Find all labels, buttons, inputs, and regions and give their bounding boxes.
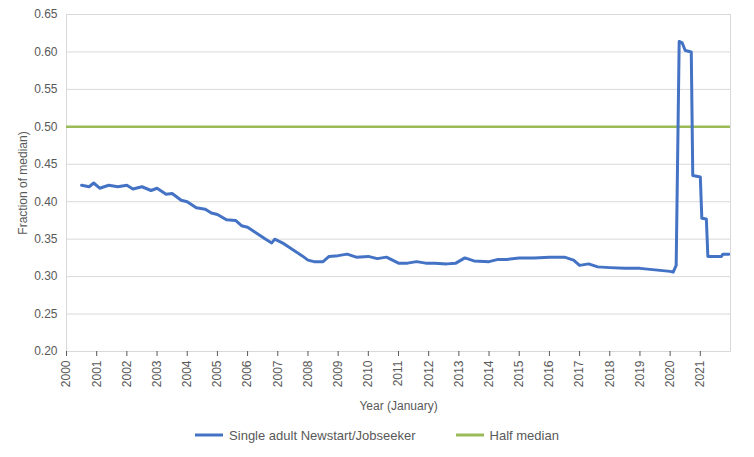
svg-text:2017: 2017: [572, 360, 586, 387]
svg-text:0.55: 0.55: [34, 82, 58, 96]
svg-text:2000: 2000: [59, 360, 73, 387]
svg-text:2005: 2005: [210, 360, 224, 387]
svg-text:0.50: 0.50: [34, 120, 58, 134]
svg-text:2013: 2013: [452, 360, 466, 387]
svg-text:2020: 2020: [663, 360, 677, 387]
svg-text:2004: 2004: [180, 360, 194, 387]
svg-text:2003: 2003: [150, 360, 164, 387]
svg-text:2001: 2001: [90, 360, 104, 387]
svg-text:2009: 2009: [331, 360, 345, 387]
svg-text:2016: 2016: [542, 360, 556, 387]
svg-text:2021: 2021: [693, 360, 707, 387]
svg-text:2019: 2019: [633, 360, 647, 387]
svg-text:2015: 2015: [512, 360, 526, 387]
svg-text:2012: 2012: [422, 360, 436, 387]
svg-text:2008: 2008: [301, 360, 315, 387]
svg-text:2018: 2018: [603, 360, 617, 387]
svg-text:2011: 2011: [391, 360, 405, 386]
svg-text:0.30: 0.30: [34, 269, 58, 283]
html-text:Half median: Half median: [489, 427, 559, 443]
html-text:Single adult Newstart/Jobseeke: Single adult Newstart/Jobseeker: [229, 427, 416, 443]
svg-text:2002: 2002: [120, 360, 134, 387]
svg-text:0.45: 0.45: [34, 157, 58, 171]
svg-text:2010: 2010: [361, 360, 375, 387]
svg-text:0.65: 0.65: [34, 7, 58, 21]
svg-text:0.40: 0.40: [34, 195, 58, 209]
svg-text:2007: 2007: [271, 360, 285, 387]
svg-text:2006: 2006: [240, 360, 254, 387]
svg-text:Fraction of median): Fraction of median): [16, 131, 30, 234]
svg-text:0.35: 0.35: [34, 232, 58, 246]
svg-text:2014: 2014: [482, 360, 496, 387]
svg-text:0.60: 0.60: [34, 45, 58, 59]
svg-text:0.25: 0.25: [34, 307, 58, 321]
svg-text:Year (January): Year (January): [359, 399, 437, 413]
svg-text:0.20: 0.20: [34, 344, 58, 358]
